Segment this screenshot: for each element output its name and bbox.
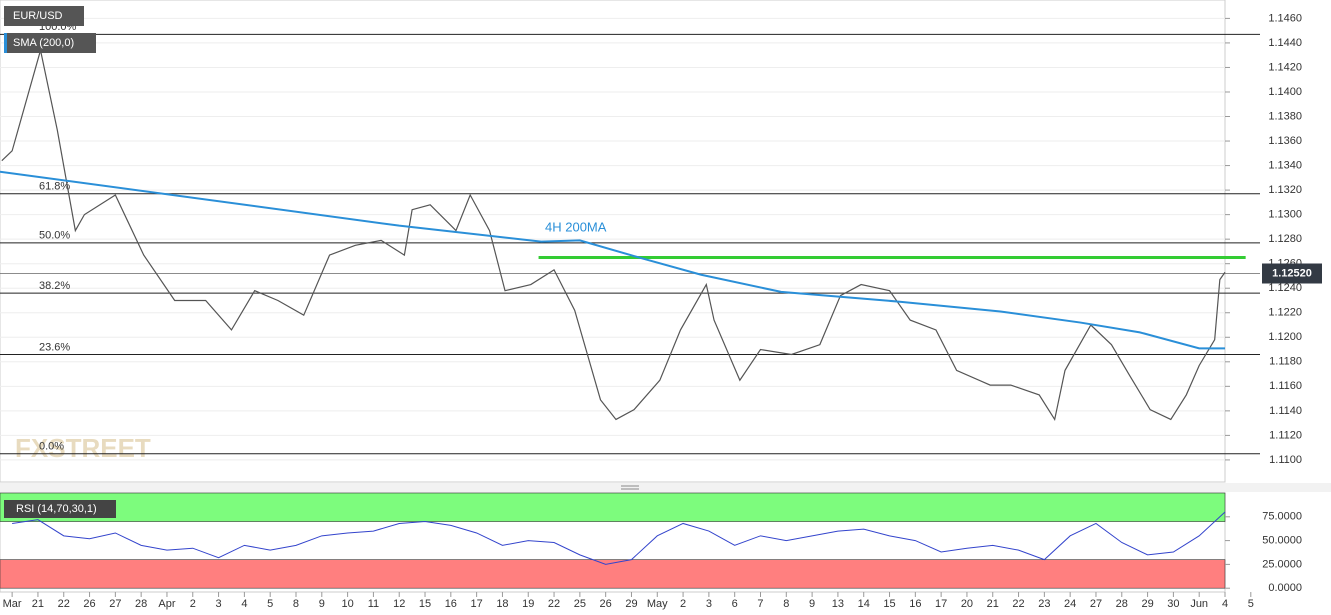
y-tick-label: 1.1220: [1268, 307, 1302, 319]
y-tick-label: 1.1360: [1268, 135, 1302, 147]
x-tick-label: 12: [393, 598, 405, 610]
x-tick-label: 10: [341, 598, 353, 610]
legend-swatch: [4, 6, 7, 26]
y-tick-label: 1.1100: [1269, 454, 1302, 466]
legend-label: EUR/USD: [13, 10, 63, 22]
legend-box: [4, 500, 116, 518]
x-tick-label: 22: [58, 598, 70, 610]
fib-label: 61.8%: [39, 181, 70, 193]
x-tick-label: 26: [600, 598, 612, 610]
x-tick-label: 7: [757, 598, 763, 610]
y-tick-label: 1.1280: [1268, 233, 1302, 245]
x-tick-label: Mar: [3, 598, 22, 610]
fib-label: 100.0%: [39, 21, 77, 33]
y-tick-label: 1.1440: [1268, 37, 1302, 49]
x-tick-label: Apr: [158, 598, 175, 610]
y-tick-label: 25.0000: [1262, 558, 1302, 570]
sma-line: [0, 170, 1225, 350]
x-tick-label: 9: [319, 598, 325, 610]
x-tick-label: 4: [241, 598, 247, 610]
x-tick-label: 5: [1248, 598, 1254, 610]
x-tick-label: Jun: [1190, 598, 1208, 610]
watermark: FXSTREET: [15, 433, 151, 463]
rsi-line: [12, 511, 1226, 565]
y-tick-label: 1.1460: [1268, 12, 1302, 24]
x-tick-label: 11: [368, 598, 379, 610]
x-tick-label: 6: [732, 598, 738, 610]
x-tick-label: 21: [32, 598, 44, 610]
y-tick-label: 1.1340: [1268, 159, 1302, 171]
x-tick-label: 8: [783, 598, 789, 610]
x-tick-label: 15: [419, 598, 431, 610]
x-tick-label: 24: [1064, 598, 1076, 610]
x-tick-label: 25: [574, 598, 586, 610]
y-tick-label: 1.1400: [1268, 86, 1302, 98]
last-price-label: 1.12520: [1272, 267, 1312, 279]
x-tick-label: 17: [935, 598, 947, 610]
y-tick-label: 50.0000: [1262, 535, 1302, 547]
x-tick-label: 22: [548, 598, 560, 610]
legend-label: SMA (200,0): [13, 37, 74, 49]
x-tick-label: 16: [445, 598, 457, 610]
y-tick-label: 1.1180: [1269, 356, 1302, 368]
x-tick-label: 26: [83, 598, 95, 610]
y-tick-label: 1.1380: [1268, 110, 1302, 122]
legend-swatch: [4, 33, 7, 53]
y-tick-label: 1.1160: [1269, 380, 1302, 392]
price-line: [1, 50, 1226, 422]
x-tick-label: 19: [522, 598, 534, 610]
x-tick-label: 28: [135, 598, 147, 610]
x-tick-label: 15: [883, 598, 895, 610]
y-tick-label: 1.1420: [1268, 61, 1302, 73]
x-tick-label: 3: [706, 598, 712, 610]
x-tick-label: 21: [987, 598, 999, 610]
x-tick-label: 3: [216, 598, 222, 610]
rsi-zone: [0, 492, 1226, 522]
fib-label: 23.6%: [39, 341, 70, 353]
x-tick-label: 20: [961, 598, 973, 610]
x-tick-label: 2: [190, 598, 196, 610]
x-tick-label: 9: [809, 598, 815, 610]
y-tick-label: 1.1140: [1269, 405, 1302, 417]
x-tick-label: 17: [471, 598, 483, 610]
rsi-zone: [0, 559, 1226, 589]
y-tick-label: 0.0000: [1268, 582, 1302, 594]
y-tick-label: 75.0000: [1262, 511, 1302, 523]
y-tick-label: 1.1200: [1268, 331, 1302, 343]
legend-label: RSI (14,70,30,1): [16, 503, 97, 515]
y-tick-label: 1.1320: [1268, 184, 1302, 196]
x-tick-label: 22: [1012, 598, 1024, 610]
last-price-box: [1262, 263, 1322, 284]
y-tick-label: 1.1120: [1269, 429, 1302, 441]
x-tick-label: 29: [625, 598, 637, 610]
x-tick-label: 18: [496, 598, 508, 610]
x-tick-label: 23: [1038, 598, 1050, 610]
x-tick-label: May: [647, 598, 668, 610]
fib-label: 38.2%: [39, 280, 70, 292]
annotation: 4H 200MA: [545, 219, 607, 234]
x-tick-label: 28: [1116, 598, 1128, 610]
divider: [0, 483, 1331, 492]
x-tick-label: 14: [858, 598, 870, 610]
legend-box: [4, 6, 84, 26]
legend-box: [4, 33, 96, 53]
x-tick-label: 4: [1222, 598, 1228, 610]
y-tick-label: 1.1240: [1268, 282, 1302, 294]
fib-label: 0.0%: [39, 441, 64, 453]
x-tick-label: 2: [680, 598, 686, 610]
x-tick-label: 27: [1090, 598, 1102, 610]
x-tick-label: 13: [832, 598, 844, 610]
x-tick-label: 5: [267, 598, 273, 610]
fib-label: 50.0%: [39, 230, 70, 242]
x-tick-label: 30: [1167, 598, 1179, 610]
x-tick-label: 16: [909, 598, 921, 610]
x-tick-label: 8: [293, 598, 299, 610]
y-tick-label: 1.1300: [1268, 209, 1302, 221]
x-tick-label: 27: [109, 598, 121, 610]
price-plot: [0, 0, 1226, 483]
x-tick-label: 29: [1141, 598, 1153, 610]
